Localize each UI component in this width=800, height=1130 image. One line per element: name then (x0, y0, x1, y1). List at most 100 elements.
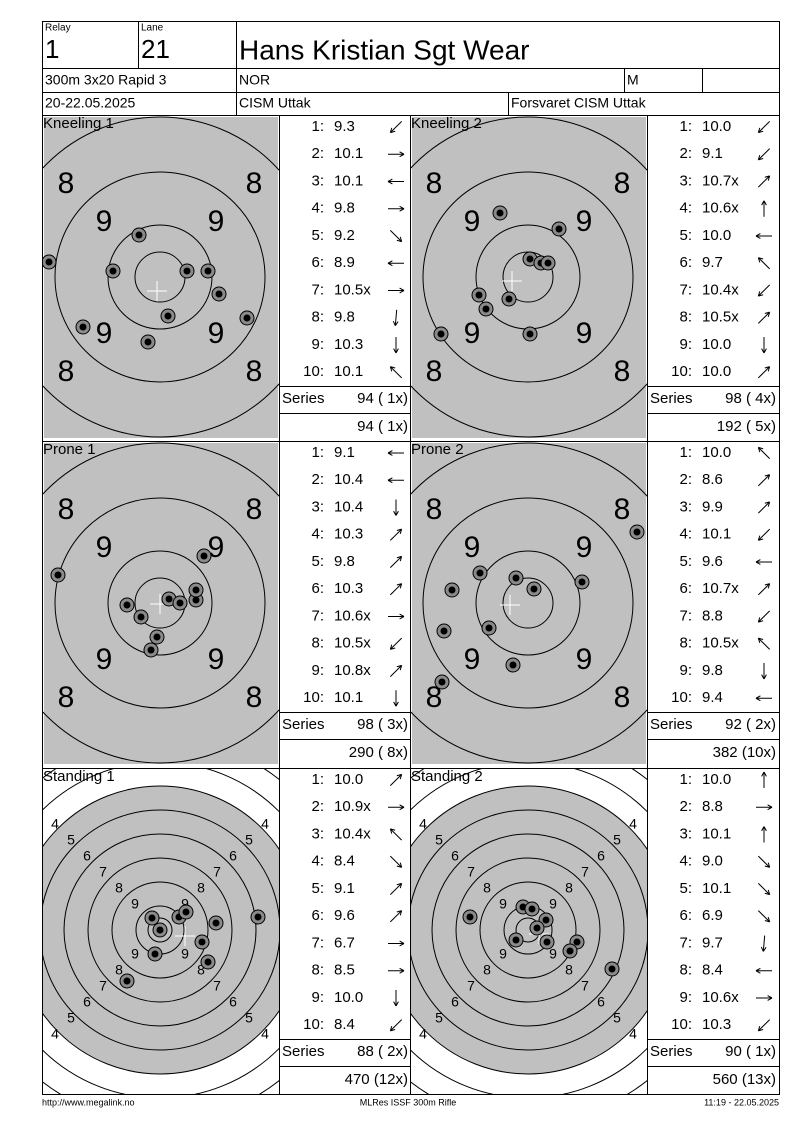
shot-center (512, 936, 520, 944)
direction-arrow (757, 583, 771, 596)
shot-score: 10.1 (334, 689, 363, 706)
direction-arrow (761, 337, 767, 354)
ring-label: 5 (435, 1010, 443, 1026)
shot-center (437, 330, 445, 338)
shot-center (526, 255, 534, 263)
ring-label: 9 (208, 205, 225, 238)
ring-label: 8 (565, 880, 573, 896)
running-total: 192 ( 5x) (717, 418, 776, 435)
shot-center (573, 938, 581, 946)
shot-lists: 1: 9.3 2: 10.1 3: 10.1 4: 9.8 5: 9.2 6: 8.9 7: 10.5x 8… (279, 118, 779, 1088)
ring-label: 7 (581, 978, 589, 994)
black-area (412, 443, 646, 764)
ring-label: 7 (213, 978, 221, 994)
direction-arrow (761, 663, 767, 680)
ring-label: 8 (426, 355, 443, 388)
shot-center (543, 938, 551, 946)
shot-center (566, 947, 574, 955)
shot-center (496, 209, 504, 217)
shot-center (153, 633, 161, 641)
direction-arrow (757, 175, 771, 188)
athlete-name: Hans Kristian Sgt Wear (239, 34, 530, 65)
ring-label: 9 (464, 531, 481, 564)
shot-number: 7: (679, 934, 692, 951)
direction-arrow (389, 583, 403, 596)
shot-score: 10.1 (334, 145, 363, 162)
series-total: 98 ( 4x) (725, 390, 776, 407)
series-title: Kneeling 1 (43, 115, 114, 132)
ring (54, 497, 266, 709)
footer: http://www.megalink.no MLRes ISSF 300m R… (42, 1097, 779, 1107)
direction-arrow (757, 910, 771, 923)
shot-score: 8.5 (334, 962, 355, 979)
direction-arrow (389, 1019, 403, 1032)
shot-score: 9.1 (334, 880, 355, 897)
shot-score: 10.5x (334, 281, 371, 298)
ring-label: 4 (629, 816, 637, 832)
ring-label: 8 (483, 962, 491, 978)
direction-arrow (387, 178, 404, 185)
shot-score: 10.1 (702, 526, 731, 543)
shot-score: 9.3 (334, 118, 355, 135)
direction-arrow (757, 284, 771, 297)
ring (111, 881, 209, 979)
ring-label: 4 (261, 816, 269, 832)
shot-number: 4: (679, 526, 692, 543)
shot-number: 4: (311, 853, 324, 870)
direction-arrow (389, 120, 403, 134)
shot-score: 9.7 (702, 254, 723, 271)
target-face: 8 88 89 99 9 (43, 442, 279, 764)
running-total: 94 ( 1x) (357, 418, 408, 435)
direction-arrow (755, 559, 772, 565)
direction-arrow (757, 637, 771, 650)
ring-label: 7 (467, 864, 475, 880)
ring-label: 4 (419, 1026, 427, 1042)
series-total: 92 ( 2x) (725, 716, 776, 733)
shot-number: 2: (679, 798, 692, 815)
shot-score: 9.9 (702, 498, 723, 515)
ring-label: 9 (131, 896, 139, 912)
shot-number: 5: (311, 227, 324, 244)
direction-arrow (389, 555, 403, 569)
direction-arrow (388, 613, 405, 620)
shot-score: 10.1 (702, 880, 731, 897)
series-label: Series (650, 716, 693, 733)
shot-center (176, 599, 184, 607)
shot-center (526, 330, 534, 338)
shot-number: 4: (311, 200, 324, 217)
ring (87, 857, 233, 1003)
ring (422, 171, 634, 383)
direction-arrow (755, 695, 772, 702)
ring (54, 171, 266, 383)
shot-number: 6: (679, 580, 692, 597)
shot-number: 9: (679, 989, 692, 1006)
ring (502, 577, 554, 629)
ring-label: 5 (613, 1010, 621, 1026)
shot-number: 10: (303, 1016, 324, 1033)
shot-number: 9: (679, 336, 692, 353)
ring-label: 8 (614, 167, 631, 200)
ring-label: 8 (426, 493, 443, 526)
shot-number: 3: (311, 498, 324, 515)
frame (42, 21, 780, 1095)
running-total: 290 ( 8x) (349, 744, 408, 761)
ring-label: 8 (58, 167, 75, 200)
ring-label: 9 (464, 643, 481, 676)
shot-center (215, 290, 223, 298)
shot-score: 10.3 (702, 1016, 731, 1033)
shot-score: 10.8x (334, 662, 371, 679)
shot-center (505, 295, 513, 303)
ring-label: 9 (96, 643, 113, 676)
target-face: 8 88 89 99 9 (43, 116, 279, 438)
direction-arrow (757, 257, 771, 270)
shot-score: 10.0 (702, 336, 731, 353)
shot-number: 3: (679, 825, 692, 842)
shot-score: 9.8 (702, 662, 723, 679)
footer-timestamp: 11:19 - 22.05.2025 (704, 1097, 779, 1107)
ring-label: 9 (576, 205, 593, 238)
